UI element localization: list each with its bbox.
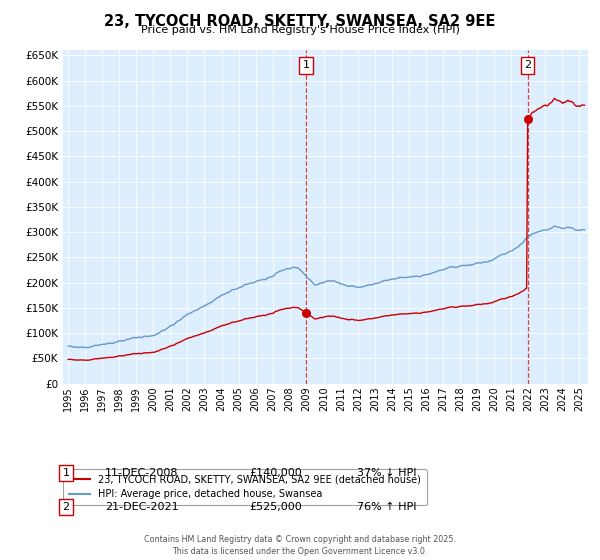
- Text: 37% ↓ HPI: 37% ↓ HPI: [357, 468, 416, 478]
- Text: £140,000: £140,000: [249, 468, 302, 478]
- Text: 2: 2: [62, 502, 70, 512]
- Text: £525,000: £525,000: [249, 502, 302, 512]
- Text: 2: 2: [524, 60, 531, 71]
- Text: 1: 1: [62, 468, 70, 478]
- Text: 1: 1: [302, 60, 310, 71]
- Text: Price paid vs. HM Land Registry's House Price Index (HPI): Price paid vs. HM Land Registry's House …: [140, 25, 460, 35]
- Legend: 23, TYCOCH ROAD, SKETTY, SWANSEA, SA2 9EE (detached house), HPI: Average price, : 23, TYCOCH ROAD, SKETTY, SWANSEA, SA2 9E…: [63, 469, 427, 505]
- Text: 23, TYCOCH ROAD, SKETTY, SWANSEA, SA2 9EE: 23, TYCOCH ROAD, SKETTY, SWANSEA, SA2 9E…: [104, 14, 496, 29]
- Text: Contains HM Land Registry data © Crown copyright and database right 2025.
This d: Contains HM Land Registry data © Crown c…: [144, 535, 456, 556]
- Text: 76% ↑ HPI: 76% ↑ HPI: [357, 502, 416, 512]
- Text: 21-DEC-2021: 21-DEC-2021: [105, 502, 179, 512]
- Text: 11-DEC-2008: 11-DEC-2008: [105, 468, 179, 478]
